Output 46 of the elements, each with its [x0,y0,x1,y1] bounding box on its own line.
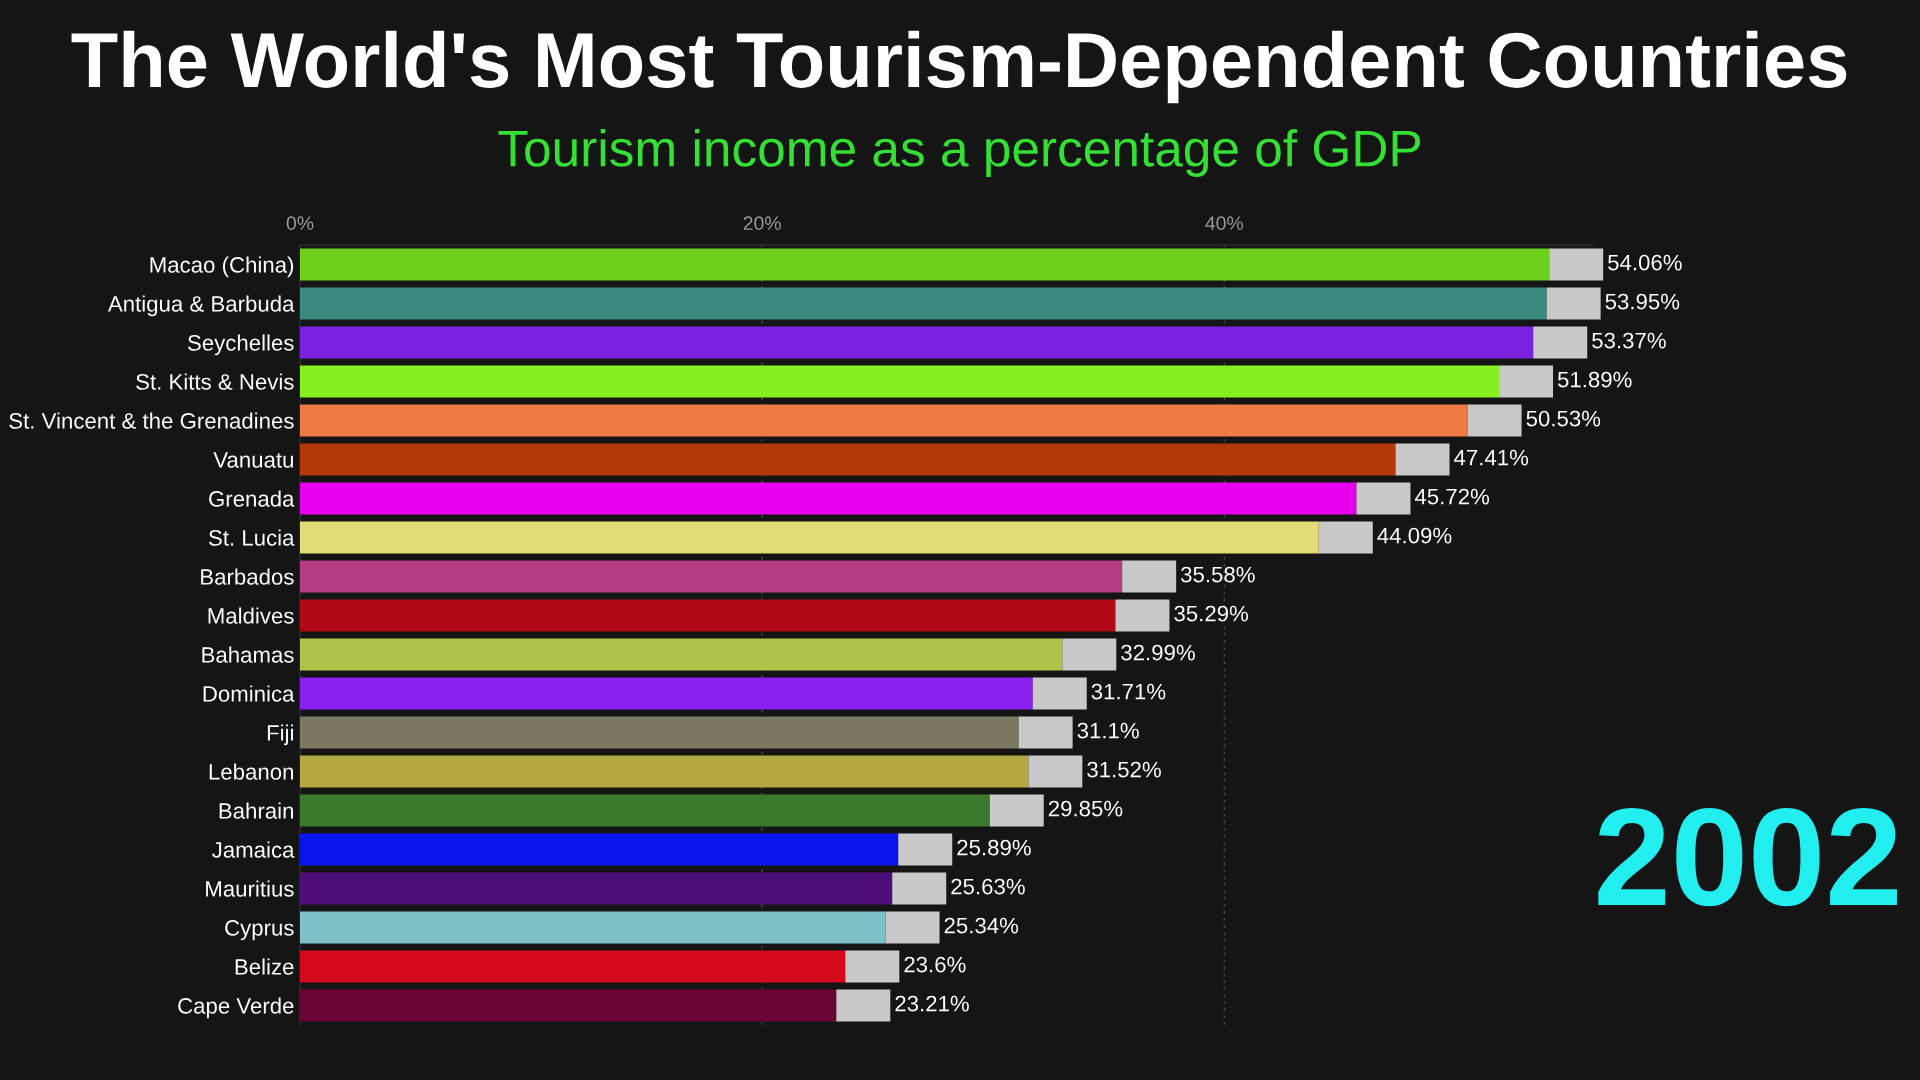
chart-title: The World's Most Tourism-Dependent Countries [71,30,1847,104]
data-label: 35.29% [1174,605,1249,622]
data-label: 44.09% [1377,527,1452,544]
data-label: 35.58% [1181,566,1255,583]
x-tick-label: 40% [1205,216,1244,231]
y-tick-label: Mauritius [206,880,294,897]
data-label: 32.99% [1121,644,1195,661]
y-tick-label: St. Vincent & the Grenadines [9,412,294,429]
y-tick-label: Belize [235,958,294,975]
y-tick-label: Antigua & Barbuda [107,295,295,317]
y-tick-label: Vanuatu [213,452,293,468]
x-tick-label: 20% [743,216,781,231]
data-label: 51.89% [1557,371,1632,388]
data-label: 31.71% [1091,683,1166,700]
y-tick-label: Fiji [267,724,293,746]
y-tick-label: Bahamas [202,646,294,663]
y-tick-label: Barbados [201,568,294,585]
data-label: 53.95% [1605,293,1680,310]
y-tick-label: Bahrain [219,802,294,819]
data-label: 29.85% [1048,800,1123,817]
data-label: 25.34% [944,917,1019,934]
y-tick-label: Grenada [209,490,295,507]
data-label: 31.52% [1087,761,1161,778]
y-tick-label: Cape Verde [178,997,294,1019]
data-label: 23.21% [895,995,969,1012]
y-tick-label: Seychelles [187,334,294,356]
y-tick-label: Cyprus [225,920,294,941]
x-tick-label: 0% [286,216,314,231]
y-tick-label: Lebanon [209,763,294,780]
data-label: 53.37% [1592,332,1666,349]
data-label: 47.41% [1454,449,1529,466]
y-tick-label: Jamaica [212,841,295,858]
chart-subtitle: Tourism income as a percentage of GDP [498,129,1421,177]
y-tick-label: Dominica [203,685,295,702]
data-label: 25.63% [951,878,1025,895]
data-label: 23.6% [904,956,966,973]
data-label: 25.89% [957,839,1031,856]
data-label: 50.53% [1526,410,1601,427]
y-tick-label: St. Kitts & Nevis [136,373,294,390]
data-label: 54.06% [1608,254,1682,271]
y-tick-label: Maldives [208,607,294,624]
data-label: 31.1% [1077,722,1139,739]
text: 2002 [1598,807,1897,907]
data-label: 45.72% [1414,488,1490,505]
y-tick-label: St. Lucia [208,529,295,546]
y-tick-label: Macao (China) [150,256,294,278]
